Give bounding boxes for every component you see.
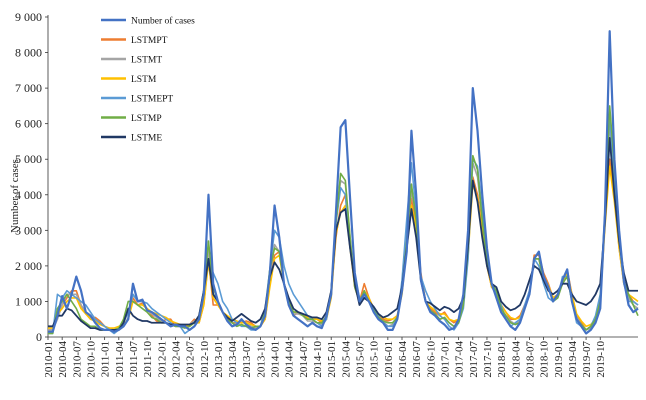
x-tick-label: 2014-10 <box>312 341 324 378</box>
legend-label: LSTM <box>131 75 157 85</box>
x-tick-label: 2018-07 <box>524 341 536 378</box>
x-tick-label: 2010-01 <box>43 341 55 378</box>
x-tick-label: 2019-07 <box>581 341 593 378</box>
x-tick-label: 2018-04 <box>510 341 522 378</box>
y-tick-label: 6 000 <box>15 117 42 131</box>
x-tick-label: 2013-04 <box>227 341 239 378</box>
x-tick-label: 2013-10 <box>255 341 267 378</box>
x-tick-label: 2012-01 <box>156 341 168 378</box>
x-tick-label: 2019-01 <box>553 341 565 378</box>
x-tick-label: 2017-04 <box>454 341 466 378</box>
x-tick-label: 2017-01 <box>439 341 451 378</box>
x-tick-label: 2016-10 <box>425 341 437 378</box>
x-tick-label: 2011-04 <box>114 341 126 378</box>
y-tick-label: 5 000 <box>15 152 42 166</box>
x-tick-label: 2010-07 <box>71 341 83 378</box>
legend-label: Number of cases <box>131 16 195 27</box>
legend-label: LSTME <box>131 134 162 144</box>
x-tick-label: 2017-10 <box>482 341 494 378</box>
x-tick-label: 2015-01 <box>326 341 338 378</box>
x-tick-label: 2013-01 <box>213 341 225 378</box>
x-tick-label: 2012-10 <box>199 341 211 378</box>
y-tick-label: 1 000 <box>15 294 42 308</box>
x-tick-label: 2016-01 <box>383 341 395 378</box>
legend-label: LSTMT <box>131 56 162 66</box>
x-tick-label: 2019-10 <box>595 341 607 378</box>
legend-label: LSTMP <box>131 114 162 124</box>
x-tick-label: 2011-07 <box>128 341 140 378</box>
x-axis: 2010-01 2010-04 2010-07 2010-10 2011-01 2011-… <box>43 337 638 378</box>
x-tick-label: 2011-10 <box>142 341 154 378</box>
y-tick-label: 7 000 <box>15 81 42 95</box>
legend: Number of cases LSTMPT LSTMT LSTM LSTMEPT LST… <box>101 16 195 144</box>
x-tick-label: 2014-07 <box>298 341 310 378</box>
y-tick-label: 4 000 <box>15 188 42 202</box>
x-tick-label: 2018-01 <box>496 341 508 378</box>
x-tick-label: 2010-10 <box>85 341 97 378</box>
x-tick-label: 2017-07 <box>468 341 480 378</box>
x-tick-label: 2015-07 <box>355 341 367 378</box>
legend-label: LSTMEPT <box>131 95 173 105</box>
y-tick-label: 3 000 <box>15 223 42 237</box>
x-tick-label: 2011-01 <box>100 341 112 377</box>
x-tick-label: 2012-04 <box>170 341 182 378</box>
x-tick-label: 2015-10 <box>369 341 381 378</box>
y-tick-label: 0 <box>36 330 42 344</box>
x-tick-label: 2014-01 <box>270 341 282 378</box>
x-tick-label: 2019-04 <box>567 341 579 378</box>
x-tick-label: 2013-07 <box>241 341 253 378</box>
legend-label: LSTMPT <box>131 36 168 46</box>
x-tick-label: 2016-04 <box>397 341 409 378</box>
y-tick-label: 9 000 <box>15 10 42 24</box>
x-tick-label: 2014-04 <box>284 341 296 378</box>
x-tick-label: 2018-10 <box>539 341 551 378</box>
x-tick-label: 2010-04 <box>57 341 69 378</box>
x-tick-label: 2015-04 <box>340 341 352 378</box>
y-tick-label: 2 000 <box>15 259 42 273</box>
x-tick-label: 2012-07 <box>185 341 197 378</box>
x-tick-label: 2016-07 <box>411 341 423 378</box>
y-tick-label: 8 000 <box>15 46 42 60</box>
